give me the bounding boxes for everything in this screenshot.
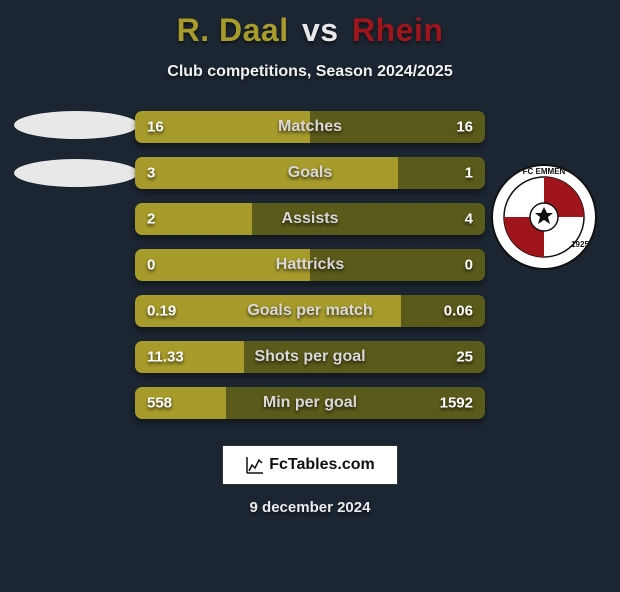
avatar-placeholder-icon [14,159,138,187]
stat-value-right: 4 [465,211,473,228]
avatar-placeholder-icon [14,111,138,139]
stat-value-right: 1 [465,165,473,182]
vs-text: vs [302,12,339,48]
player1-name: R. Daal [177,12,289,48]
stat-label: Goals per match [247,302,372,320]
stat-label: Hattricks [276,256,344,274]
stat-value-left: 558 [147,395,172,412]
stat-bar: 2 4 Assists [135,203,485,235]
season-subtitle: Club competitions, Season 2024/2025 [0,63,620,81]
stat-value-right: 25 [456,349,473,366]
chart-icon [245,455,265,475]
brand-text: FcTables.com [269,456,375,474]
player1-avatar [14,111,134,207]
stat-value-right: 0 [465,257,473,274]
stat-label: Shots per goal [254,348,365,366]
stat-value-right: 0.06 [444,303,473,320]
stat-label: Assists [282,210,339,228]
stat-value-right: 16 [456,119,473,136]
stat-value-right: 1592 [440,395,473,412]
fctables-logo: FcTables.com [222,445,398,485]
stat-label: Min per goal [263,394,357,412]
stat-value-left: 0 [147,257,155,274]
content-area: FC EMMEN 1925 16 16 Matches 3 1 Goals 2 4 Assist… [0,111,620,419]
stat-value-left: 2 [147,211,155,228]
stat-bar: 0.19 0.06 Goals per match [135,295,485,327]
stat-bar: 3 1 Goals [135,157,485,189]
comparison-title: R. Daal vs Rhein [0,12,620,49]
stat-fill-left [135,157,398,189]
stat-value-left: 0.19 [147,303,176,320]
stat-bar: 0 0 Hattricks [135,249,485,281]
player2-name: Rhein [352,12,443,48]
stat-value-left: 11.33 [147,349,184,366]
club-badge-icon: FC EMMEN 1925 [490,163,598,271]
stat-label: Goals [288,164,332,182]
stat-value-left: 16 [147,119,164,136]
stat-bar: 558 1592 Min per goal [135,387,485,419]
snapshot-date: 9 december 2024 [0,499,620,516]
stat-bar: 16 16 Matches [135,111,485,143]
player2-club-badge: FC EMMEN 1925 [490,163,610,276]
stat-value-left: 3 [147,165,155,182]
svg-text:FC EMMEN: FC EMMEN [523,167,566,176]
stat-bars-container: 16 16 Matches 3 1 Goals 2 4 Assists 0 0 Hattricks 0.… [135,111,485,419]
stat-label: Matches [278,118,342,136]
svg-text:1925: 1925 [571,240,589,249]
stat-bar: 11.33 25 Shots per goal [135,341,485,373]
